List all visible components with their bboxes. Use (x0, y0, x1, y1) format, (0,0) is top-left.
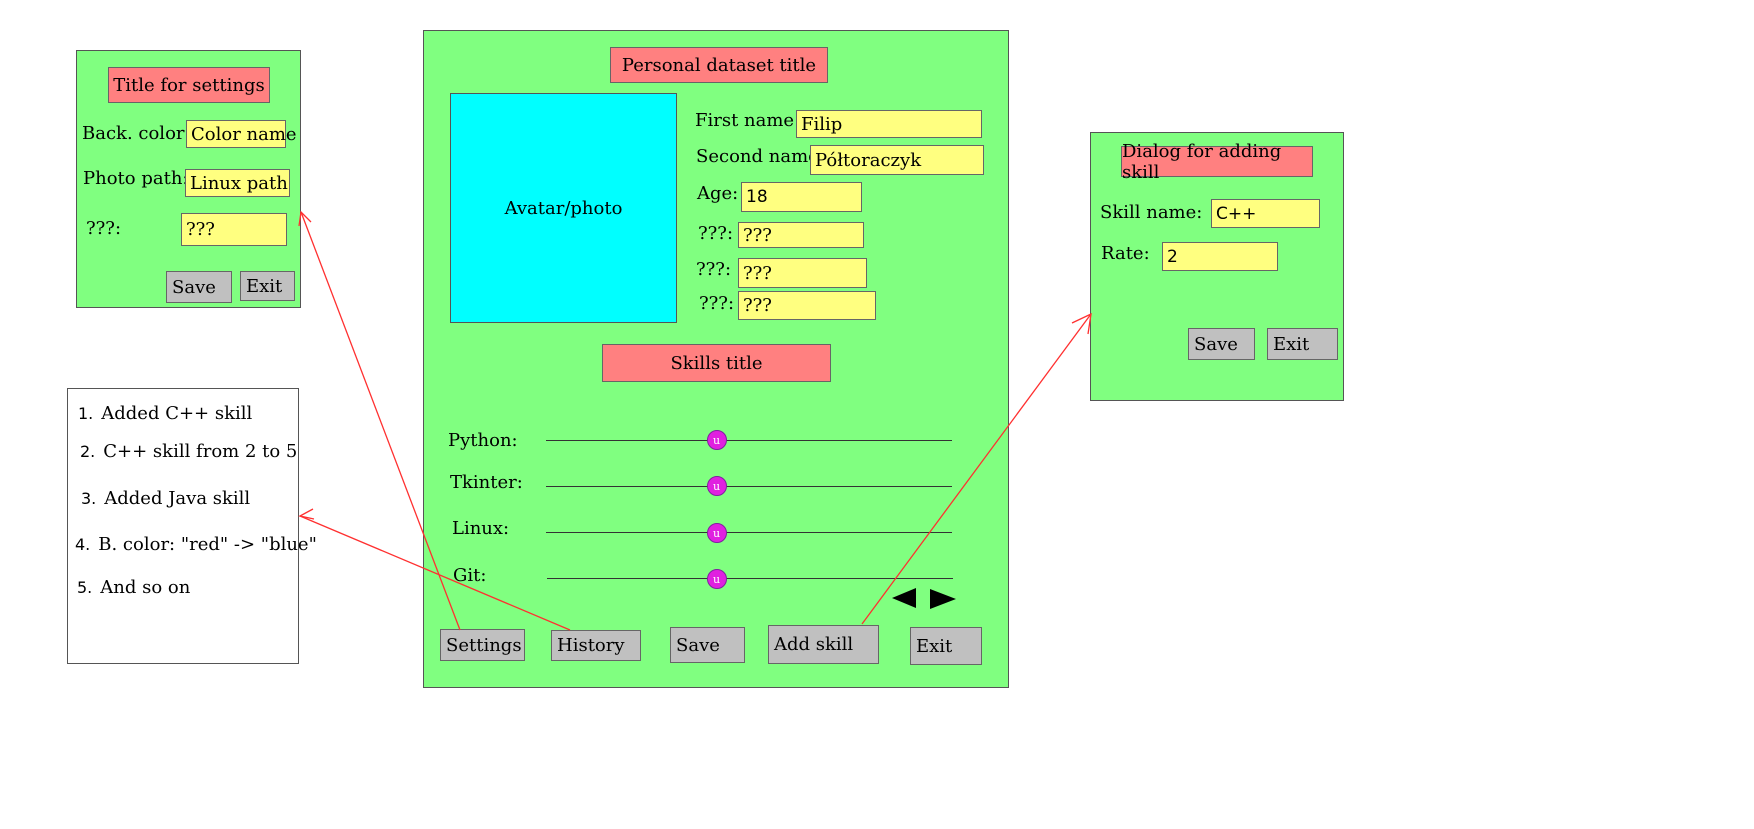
history-item: 2. C++ skill from 2 to 5 (80, 441, 298, 462)
slider-knob-icon[interactable]: u (706, 476, 727, 496)
history-item: 1. Added C++ skill (78, 403, 253, 424)
skill-name-input[interactable]: C++ (1211, 199, 1320, 228)
second-name-input[interactable]: Półtoraczyk (810, 145, 984, 175)
slider-knob-icon[interactable]: u (706, 430, 727, 450)
history-item: 5. And so on (77, 577, 191, 598)
skill-slider-linux[interactable] (546, 532, 952, 533)
extra-field-input[interactable]: ??? (738, 222, 864, 248)
settings-unknown-input[interactable]: ??? (181, 213, 287, 246)
skill-label-python: Python: (448, 430, 518, 451)
skill-slider-git[interactable] (547, 578, 953, 579)
extra-field-input[interactable]: ??? (738, 258, 867, 288)
add-skill-button[interactable]: Add skill (768, 625, 879, 664)
back-color-input[interactable]: Color name (186, 120, 297, 148)
slider-knob-icon[interactable]: u (706, 569, 727, 589)
personal-dataset-title: Personal dataset title (610, 47, 828, 83)
settings-unknown-label: ???: (86, 218, 122, 239)
settings-button[interactable]: Settings (440, 629, 525, 661)
skill-label-tkinter: Tkinter: (450, 472, 523, 493)
back-color-label: Back. color: (82, 123, 191, 144)
age-input[interactable]: 18 (741, 182, 862, 212)
settings-panel: Title for settings Back. color: Color na… (76, 50, 301, 308)
skill-slider-python[interactable] (546, 440, 952, 441)
rate-input[interactable]: 2 (1162, 242, 1278, 271)
add-skill-exit-button[interactable]: Exit (1267, 328, 1338, 360)
rate-label: Rate: (1101, 243, 1150, 264)
extra-field-input[interactable]: ??? (738, 291, 876, 320)
add-skill-title: Dialog for adding skill (1121, 141, 1313, 183)
add-skill-dialog: Dialog for adding skill Skill name: C++ … (1090, 132, 1344, 401)
skill-name-label: Skill name: (1100, 202, 1203, 223)
settings-title: Title for settings (108, 67, 270, 103)
history-list: 1. Added C++ skill 2. C++ skill from 2 to … (67, 388, 317, 664)
extra-field-label: ???: (699, 293, 735, 314)
extra-field-label: ???: (696, 259, 732, 280)
add-skill-save-button[interactable]: Save (1188, 328, 1255, 360)
exit-button[interactable]: Exit (910, 627, 982, 665)
skill-label-linux: Linux: (452, 518, 510, 539)
history-button[interactable]: History (551, 630, 641, 661)
avatar-photo[interactable]: Avatar/photo (450, 93, 677, 323)
age-label: Age: (697, 183, 739, 204)
triangle-left-icon[interactable] (891, 587, 917, 609)
second-name-label: Second name: (696, 146, 825, 167)
photo-path-label: Photo path: (83, 168, 189, 189)
history-item: 4. B. color: "red" -> "blue" (75, 534, 317, 555)
skill-label-git: Git: (453, 565, 487, 586)
settings-exit-button[interactable]: Exit (240, 271, 295, 301)
triangle-right-icon[interactable] (929, 588, 957, 610)
slider-knob-icon[interactable]: u (706, 523, 727, 543)
main-panel: Personal dataset title Avatar/photo Firs… (423, 30, 1009, 688)
first-name-input[interactable]: Filip (796, 110, 982, 138)
settings-save-button[interactable]: Save (166, 271, 232, 303)
skill-slider-tkinter[interactable] (546, 486, 952, 487)
skills-title: Skills title (602, 344, 831, 382)
photo-path-input[interactable]: Linux path (185, 169, 290, 197)
save-button[interactable]: Save (670, 627, 745, 663)
history-item: 3. Added Java skill (81, 488, 251, 509)
first-name-label: First name: (695, 110, 801, 131)
extra-field-label: ???: (698, 223, 734, 244)
